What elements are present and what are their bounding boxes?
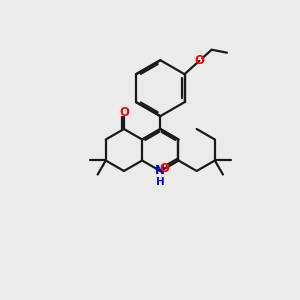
Text: H: H bbox=[156, 178, 165, 188]
Text: O: O bbox=[119, 106, 129, 119]
Text: N: N bbox=[155, 164, 165, 178]
Text: O: O bbox=[194, 54, 205, 67]
Text: O: O bbox=[159, 162, 169, 175]
